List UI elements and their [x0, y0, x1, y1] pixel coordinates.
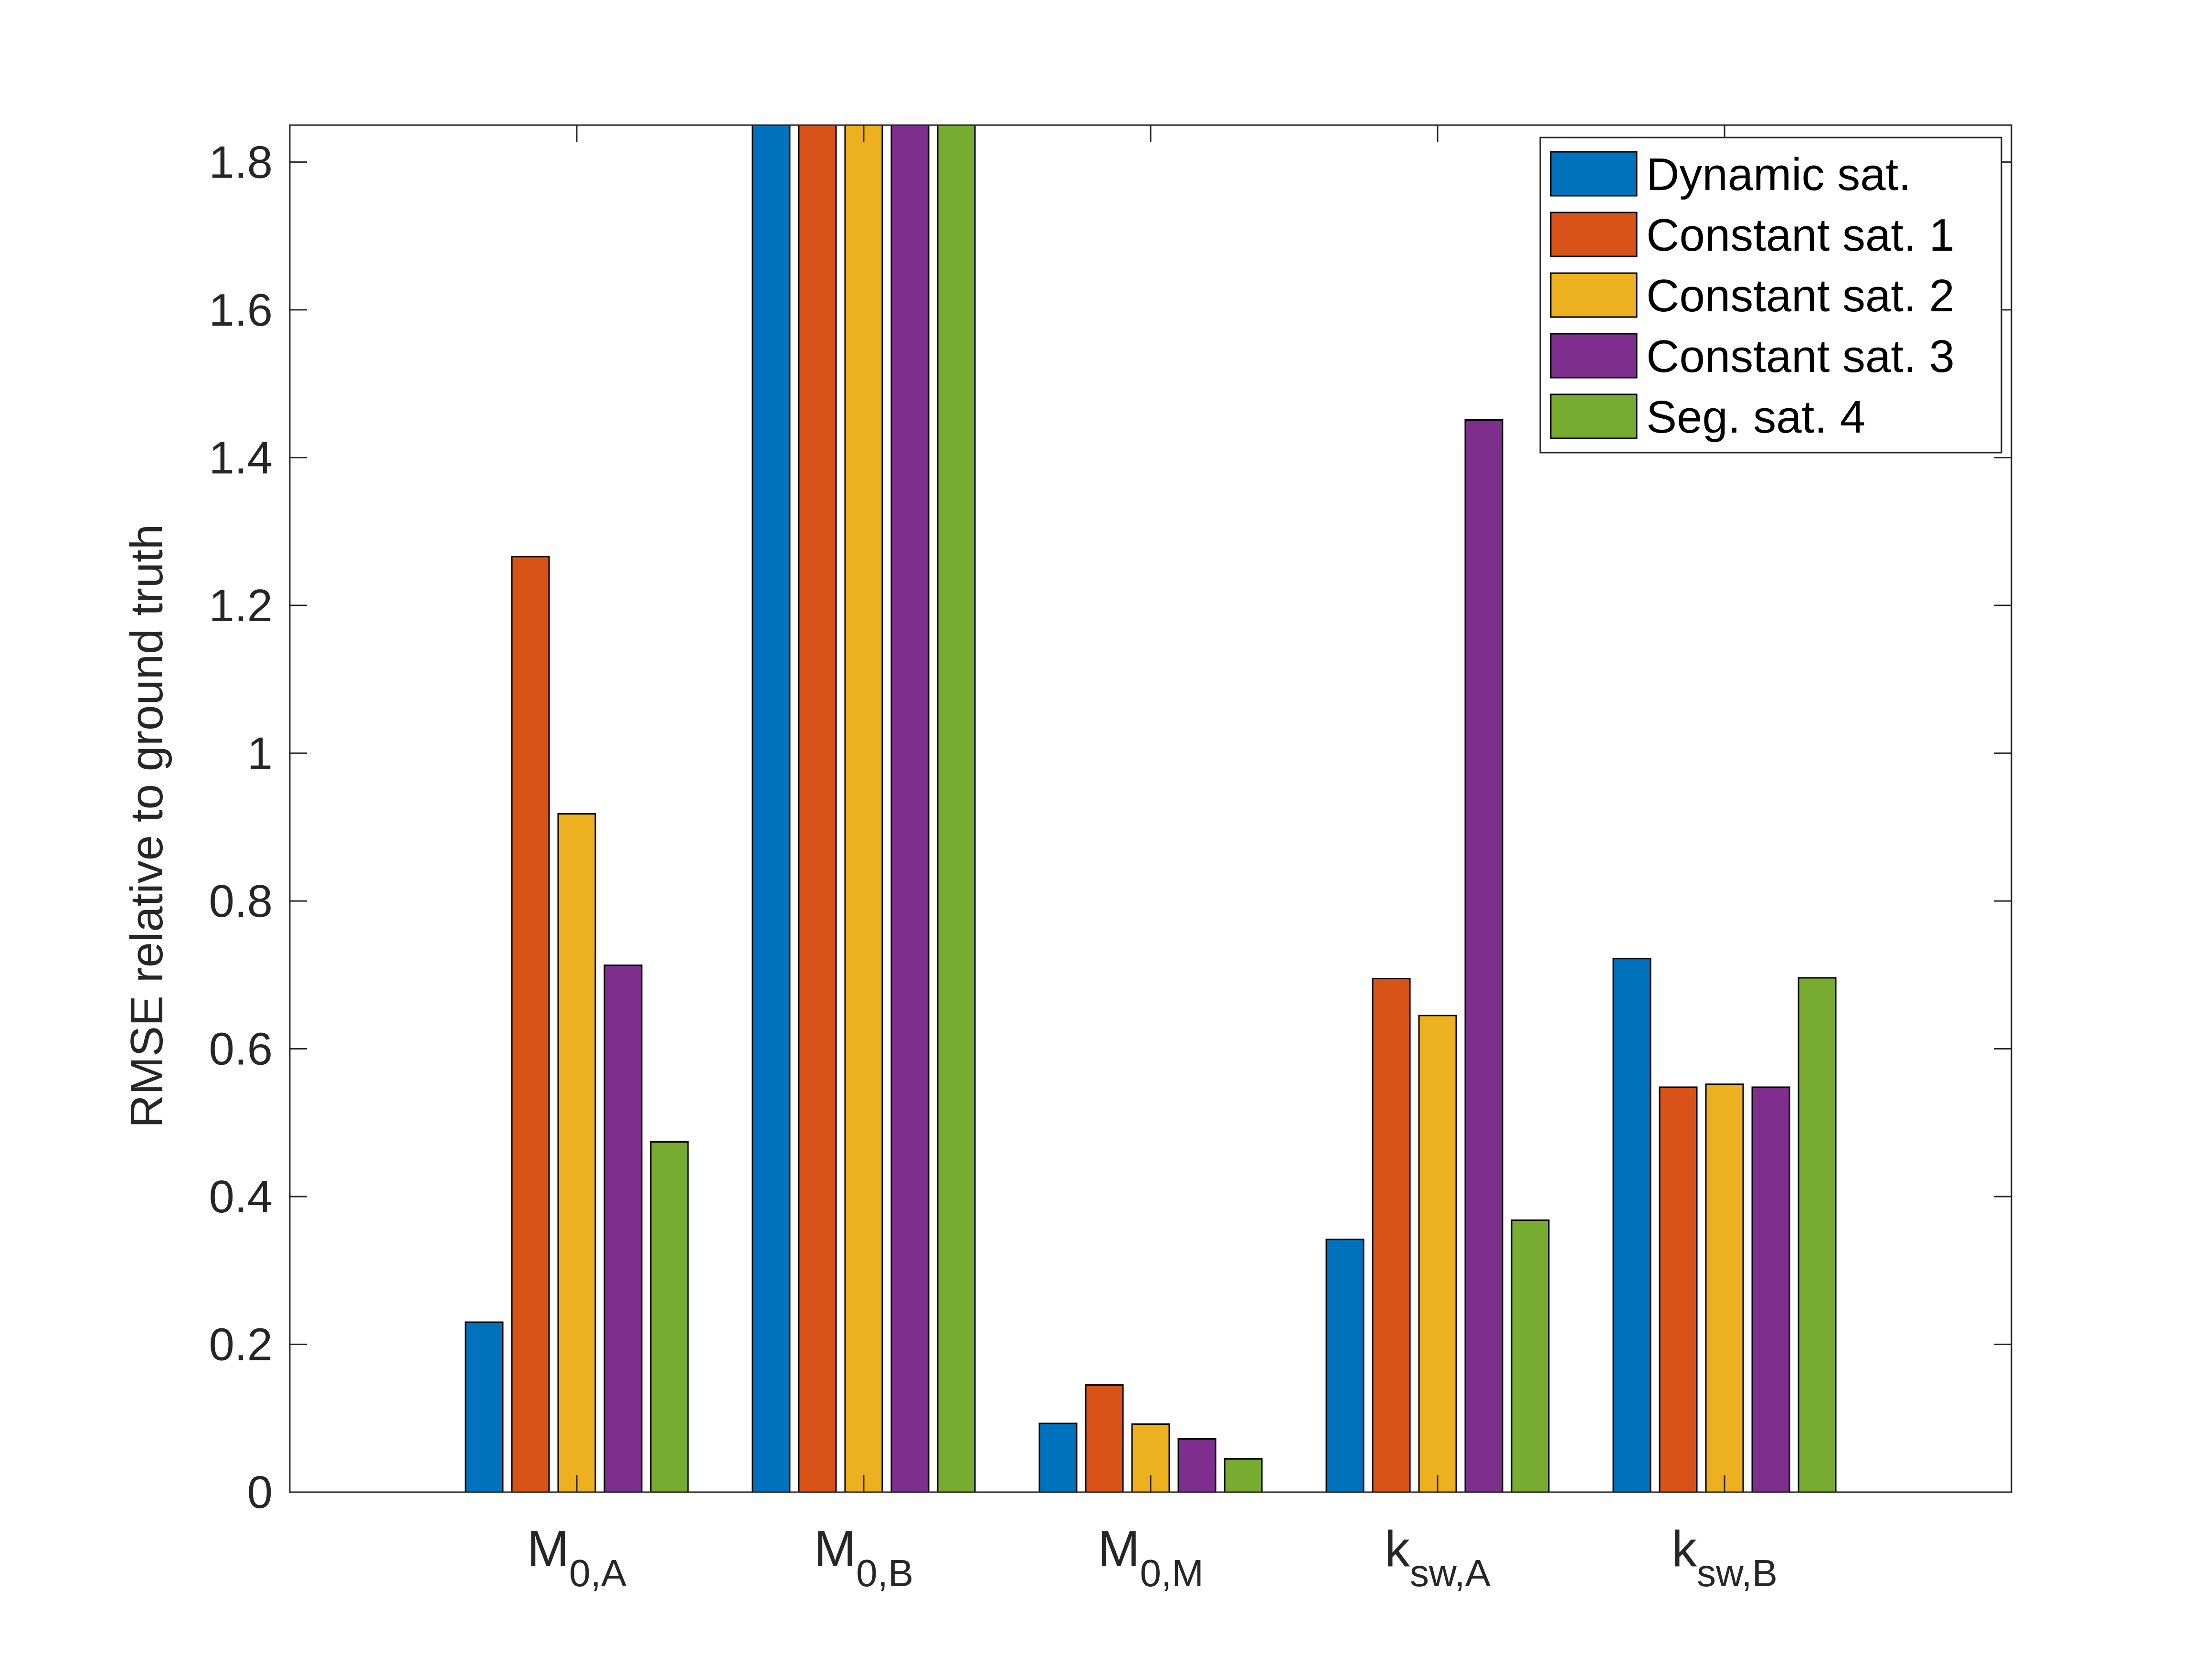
bar-constant-sat-2-0: [557, 813, 596, 1493]
y-tick-label: 1.8: [209, 137, 273, 188]
bar-constant-sat-1-1: [798, 124, 837, 1493]
y-tick-label: 1.2: [209, 580, 273, 631]
legend-label: Seg. sat. 4: [1646, 392, 1865, 443]
x-tick-label-main: k: [1672, 1521, 1697, 1577]
x-tick-label-main: M: [814, 1521, 856, 1577]
legend-swatch: [1550, 393, 1638, 439]
bar-constant-sat-3-1: [890, 124, 930, 1493]
bar-dynamic-sat-3: [1325, 1239, 1365, 1493]
bar-dynamic-sat-2: [1038, 1422, 1078, 1493]
bar-constant-sat-1-3: [1372, 977, 1411, 1493]
legend-swatch: [1550, 272, 1638, 318]
axes-group: 00.20.40.60.811.21.41.61.8M0,A M0,B M0,M ks…: [209, 124, 2012, 1594]
x-tick-label-main: M: [1098, 1521, 1140, 1577]
x-tick-label-main: M: [527, 1521, 569, 1577]
x-tick-label-sub: 0,M: [1140, 1552, 1203, 1594]
bar-seg-sat-4-2: [1224, 1458, 1263, 1493]
bar-dynamic-sat-4: [1612, 958, 1651, 1493]
y-tick-label: 0.2: [209, 1319, 273, 1370]
y-tick-label: 1.4: [209, 432, 273, 483]
bar-constant-sat-2-4: [1705, 1083, 1744, 1493]
legend-swatch: [1550, 212, 1638, 257]
x-tick-label-main: k: [1385, 1521, 1410, 1577]
x-tick-label-sub: sw,A: [1410, 1552, 1491, 1594]
bar-constant-sat-3-2: [1177, 1438, 1217, 1493]
bar-constant-sat-1-0: [511, 556, 550, 1493]
x-tick-label: ksw,A: [1385, 1521, 1491, 1594]
legend-swatch: [1550, 151, 1638, 197]
bars-group: [465, 124, 1837, 1493]
bar-constant-sat-3-3: [1464, 419, 1503, 1493]
bar-dynamic-sat-1: [751, 124, 791, 1493]
y-tick-label: 1.6: [209, 285, 273, 336]
legend-swatch: [1550, 333, 1638, 379]
bar-constant-sat-3-0: [603, 965, 643, 1493]
y-tick-label: 0.4: [209, 1171, 273, 1222]
x-tick-label: M0,M: [1098, 1521, 1204, 1594]
bar-constant-sat-2-1: [844, 124, 883, 1493]
bar-constant-sat-3-4: [1751, 1086, 1790, 1493]
bar-seg-sat-4-3: [1511, 1219, 1550, 1493]
x-tick-label-sub: 0,B: [856, 1552, 913, 1594]
x-tick-label: ksw,B: [1672, 1521, 1778, 1594]
legend-label: Constant sat. 1: [1646, 210, 1955, 261]
x-tick-label: M0,B: [814, 1521, 913, 1594]
bar-constant-sat-1-2: [1085, 1384, 1124, 1493]
legend: Dynamic sat. Constant sat. 1 Constant sat.…: [1539, 137, 2002, 454]
bar-seg-sat-4-4: [1798, 977, 1837, 1493]
bar-seg-sat-4-0: [650, 1141, 689, 1493]
legend-label: Constant sat. 2: [1646, 270, 1955, 321]
bar-seg-sat-4-1: [937, 124, 976, 1493]
bar-constant-sat-1-4: [1659, 1086, 1698, 1493]
y-tick-label: 0.8: [209, 876, 273, 927]
legend-label: Dynamic sat.: [1646, 149, 1911, 200]
bar-dynamic-sat-0: [465, 1321, 504, 1493]
x-tick-label-sub: sw,B: [1697, 1552, 1778, 1594]
bar-constant-sat-2-3: [1418, 1015, 1457, 1493]
y-tick-label: 0.6: [209, 1023, 273, 1074]
x-tick-label-sub: 0,A: [569, 1552, 627, 1594]
y-axis-label: RMSE relative to ground truth: [121, 524, 172, 1128]
legend-label: Constant sat. 3: [1646, 331, 1955, 382]
x-tick-label: M0,A: [527, 1521, 627, 1594]
y-tick-label: 0: [247, 1467, 273, 1518]
y-tick-label: 1: [247, 728, 273, 779]
